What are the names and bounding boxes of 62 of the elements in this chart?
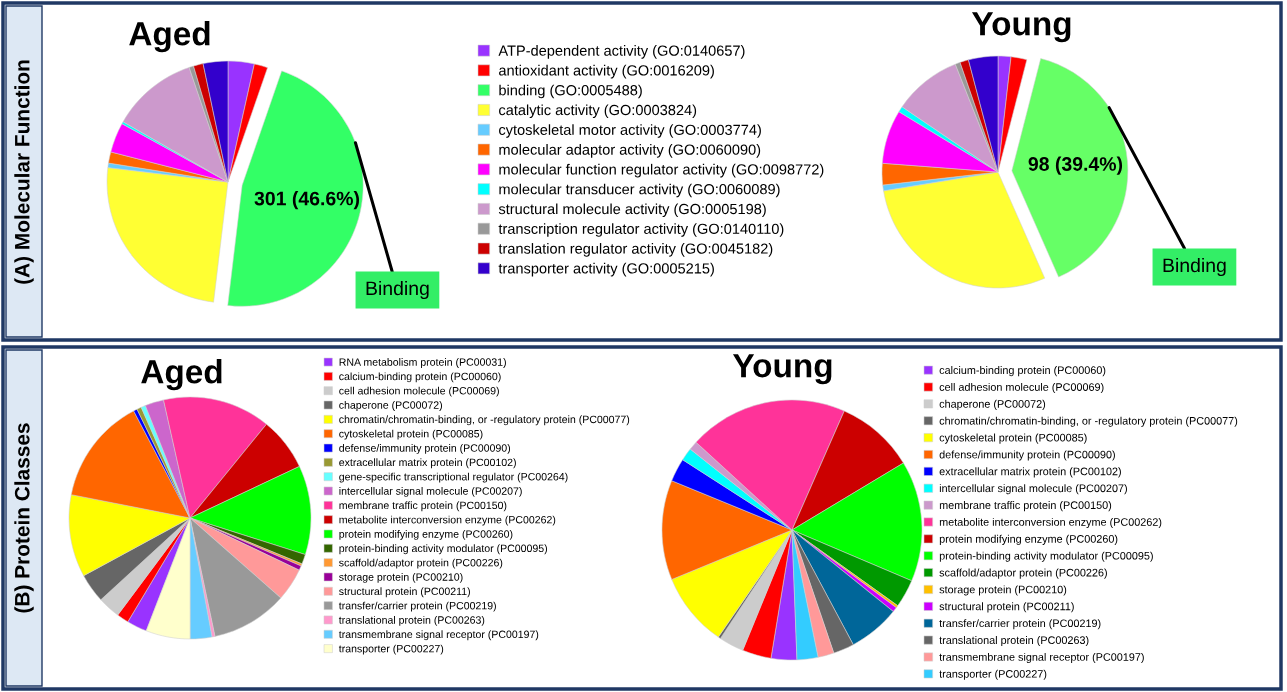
legend-label: defense/immunity protein (PC00090) — [939, 450, 1115, 461]
legend-label: cell adhesion molecule (PC00069) — [939, 382, 1104, 394]
legend-label: intercellular signal molecule (PC00207) — [939, 484, 1127, 495]
legend-label: molecular adaptor activity (GO:0060090) — [499, 144, 761, 158]
legend-label: protein modifying enzyme (PC00260) — [339, 530, 513, 540]
legend-label: cytoskeletal protein (PC00085) — [339, 429, 483, 440]
legend-label: transporter (PC00227) — [939, 669, 1047, 680]
legend-label: scaffold/adaptor protein (PC00226) — [939, 568, 1107, 579]
text: (A) Molecular Function — [14, 60, 34, 284]
legend-label: antioxidant activity (GO:0016209) — [499, 64, 714, 79]
legend-label: structural protein (PC00211) — [339, 587, 470, 598]
legend-label: translational protein (PC00263) — [939, 636, 1089, 647]
legend-label: transmembrane signal receptor (PC00197) — [338, 630, 539, 641]
legend-label: membrane traffic protein (PC00150) — [939, 501, 1112, 512]
legend-label: protein-binding activity modulator (PC00095) — [339, 544, 547, 555]
legend-label: transfer/carrier protein (PC00219) — [338, 601, 496, 612]
legend-label: protein-binding activity modulator (PC00095) — [939, 551, 1153, 562]
text: Binding — [1163, 257, 1226, 277]
legend-label: intercellular signal molecule (PC00207) — [339, 487, 522, 497]
legend-label: RNA metabolism protein (PC00031) — [339, 358, 506, 368]
legend-label: transporter (PC00227) — [338, 644, 444, 655]
legend-label: calcium-binding protein (PC00060) — [339, 372, 501, 383]
legend-label: storage protein (PC00210) — [339, 572, 463, 583]
legend-label: calcium-binding protein (PC00060) — [939, 366, 1106, 377]
legend-label: catalytic activity (GO:0003824) — [499, 104, 697, 119]
legend-label: storage protein (PC00210) — [939, 585, 1067, 596]
legend-label: cytoskeletal motor activity (GO:0003774) — [499, 124, 761, 138]
legend-label: gene-specific transcriptional regulator (PC00264) — [339, 472, 568, 483]
legend-label: ATP-dependent activity (GO:0140657) — [498, 45, 745, 59]
legend-label: molecular transducer activity (GO:0060089) — [499, 183, 780, 198]
text: (B) Protein Classes — [14, 423, 34, 613]
legend-label: binding (GO:0005488) — [499, 84, 642, 99]
legend-label: transfer/carrier protein (PC00219) — [939, 619, 1101, 630]
legend-label: transcription regulator activity (GO:0140110) — [498, 223, 784, 237]
legend-label: chaperone (PC00072) — [939, 399, 1046, 410]
legend-label: translation regulator activity (GO:0045182) — [498, 243, 773, 257]
legend-label: translational protein (PC00263) — [338, 615, 485, 626]
legend-label: extracellular matrix protein (PC00102) — [339, 458, 516, 469]
data-label: 98 (39.4%) — [1028, 156, 1123, 175]
data-label: 301 (46.6%) — [254, 191, 360, 210]
chart-title: Young — [732, 354, 832, 385]
legend-label: defense/immunity protein (PC00090) — [339, 444, 511, 454]
legend-label: chromatin/chromatin-binding, or -regulatory protein (PC00077) — [339, 415, 630, 426]
legend-label: membrane traffic protein (PC00150) — [339, 501, 507, 512]
legend-label: chromatin/chromatin-binding, or -regulatory protein (PC00077) — [939, 416, 1238, 427]
legend-label: structural molecule activity (GO:0005198) — [498, 203, 766, 218]
chart-title: Aged — [129, 21, 210, 53]
legend-label: transporter activity (GO:0005215) — [498, 262, 714, 277]
legend-label: protein modifying enzyme (PC00260) — [939, 534, 1118, 545]
legend-label: scaffold/adaptor protein (PC00226) — [339, 558, 503, 569]
legend-label: cell adhesion molecule (PC00069) — [339, 386, 499, 397]
legend-label: extracellular matrix protein (PC00102) — [939, 467, 1121, 478]
text: Binding — [366, 280, 429, 300]
legend-label: cytoskeletal protein (PC00085) — [939, 433, 1087, 444]
legend-label: transmembrane signal receptor (PC00197) — [939, 652, 1144, 663]
legend-label: molecular function regulator activity (GO:0098772) — [499, 163, 824, 178]
legend-label: chaperone (PC00072) — [339, 401, 442, 411]
legend-label: structural protein (PC00211) — [939, 602, 1074, 613]
chart-title: Aged — [141, 359, 222, 391]
chart-title: Young — [971, 12, 1071, 43]
legend-label: metabolite interconversion enzyme (PC00262) — [339, 515, 556, 526]
legend-label: metabolite interconversion enzyme (PC00262) — [939, 517, 1162, 529]
